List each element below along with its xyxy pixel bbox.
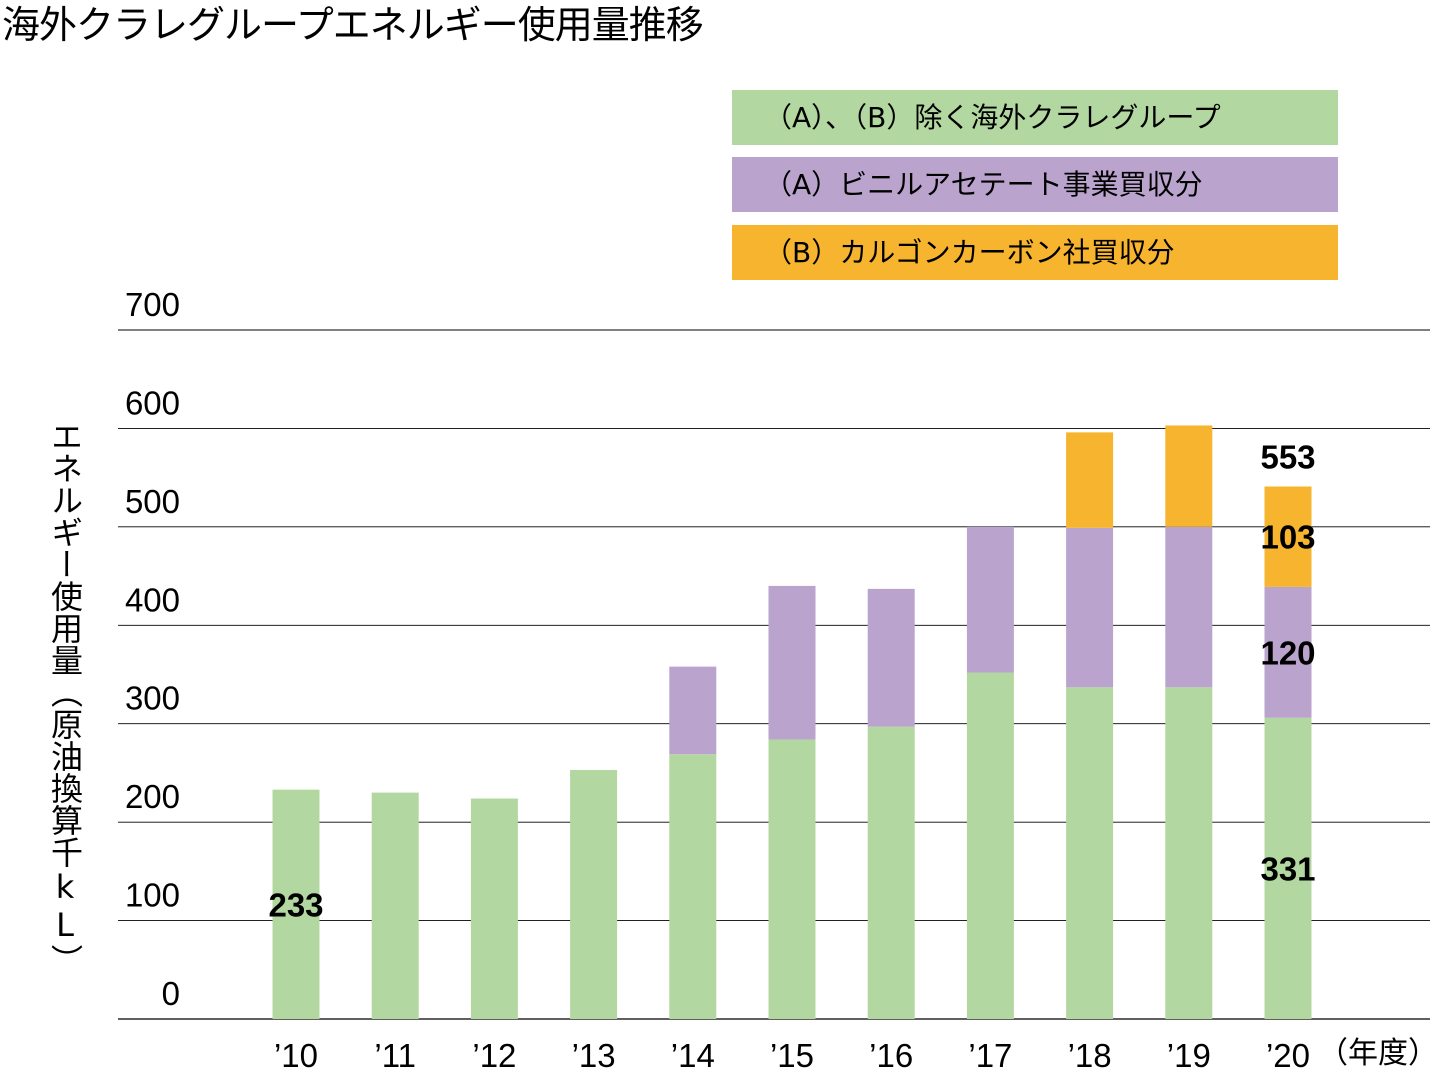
legend-item-vinyl-acetate: （A）ビニルアセテート事業買収分 xyxy=(732,157,1338,212)
bar-segment xyxy=(1165,425,1213,527)
y-tick-label: 200 xyxy=(125,778,180,815)
x-tick-label: ’12 xyxy=(472,1037,516,1074)
x-tick-label: ’13 xyxy=(572,1037,616,1074)
bar-segment xyxy=(966,526,1014,673)
x-tick-label: ’15 xyxy=(770,1037,814,1074)
bar-segment xyxy=(1066,527,1114,688)
bar-segment xyxy=(1165,687,1213,1019)
bar-segment xyxy=(768,739,816,1019)
y-tick-label: 700 xyxy=(125,286,180,323)
y-tick-label: 400 xyxy=(125,581,180,618)
x-tick-label: ’16 xyxy=(869,1037,913,1074)
x-tick-label: ’14 xyxy=(671,1037,715,1074)
bar-segment xyxy=(1264,486,1312,587)
legend-item-excluding-a-b: （A）、（B）除く海外クラレグループ xyxy=(732,90,1338,145)
y-axis-label: エネルギー使用量（原油換算千kL） xyxy=(46,420,84,976)
data-label: 331 xyxy=(1260,850,1315,887)
bar-segment xyxy=(669,666,717,755)
x-tick-label: ’19 xyxy=(1167,1037,1211,1074)
x-tick-label: ’11 xyxy=(374,1037,416,1074)
data-label: 103 xyxy=(1260,519,1315,556)
y-tick-label: 500 xyxy=(125,483,180,520)
y-tick-label: 0 xyxy=(162,975,180,1012)
bar-segment xyxy=(1264,586,1312,718)
legend-label-calgon-carbon: （B）カルゴンカーボン社買収分 xyxy=(764,236,1175,269)
y-tick-label: 300 xyxy=(125,680,180,717)
data-label: 553 xyxy=(1260,439,1315,476)
bar-segment xyxy=(1066,432,1114,528)
y-tick-label: 600 xyxy=(125,384,180,421)
legend-label-vinyl-acetate: （A）ビニルアセテート事業買収分 xyxy=(764,168,1203,201)
x-tick-label: ’20 xyxy=(1266,1037,1310,1074)
legend-label-excluding-a-b: （A）、（B）除く海外クラレグループ xyxy=(764,101,1221,134)
x-tick-label: ’18 xyxy=(1068,1037,1112,1074)
bar-segment xyxy=(768,585,816,740)
bar-segment xyxy=(272,789,320,1019)
bar-segment xyxy=(867,588,915,727)
bar-segment xyxy=(867,726,915,1019)
bar-segment xyxy=(570,769,618,1019)
x-tick-label: ’17 xyxy=(968,1037,1012,1074)
data-label: 233 xyxy=(268,886,323,923)
bar-segment xyxy=(371,792,419,1019)
bar-segment xyxy=(966,672,1014,1019)
bar-segment xyxy=(470,798,518,1019)
bar-segment xyxy=(1165,526,1213,688)
data-label: 120 xyxy=(1260,634,1315,671)
legend-item-calgon-carbon: （B）カルゴンカーボン社買収分 xyxy=(732,225,1338,280)
x-tick-label: ’10 xyxy=(274,1037,318,1074)
bar-segment xyxy=(1066,687,1114,1019)
bar-segment xyxy=(669,754,717,1019)
y-tick-label: 100 xyxy=(125,877,180,914)
x-axis-unit: （年度） xyxy=(1318,1036,1430,1071)
chart-title: 海外クラレグループエネルギー使用量推移 xyxy=(2,3,704,47)
bar-segment xyxy=(1264,717,1312,1019)
